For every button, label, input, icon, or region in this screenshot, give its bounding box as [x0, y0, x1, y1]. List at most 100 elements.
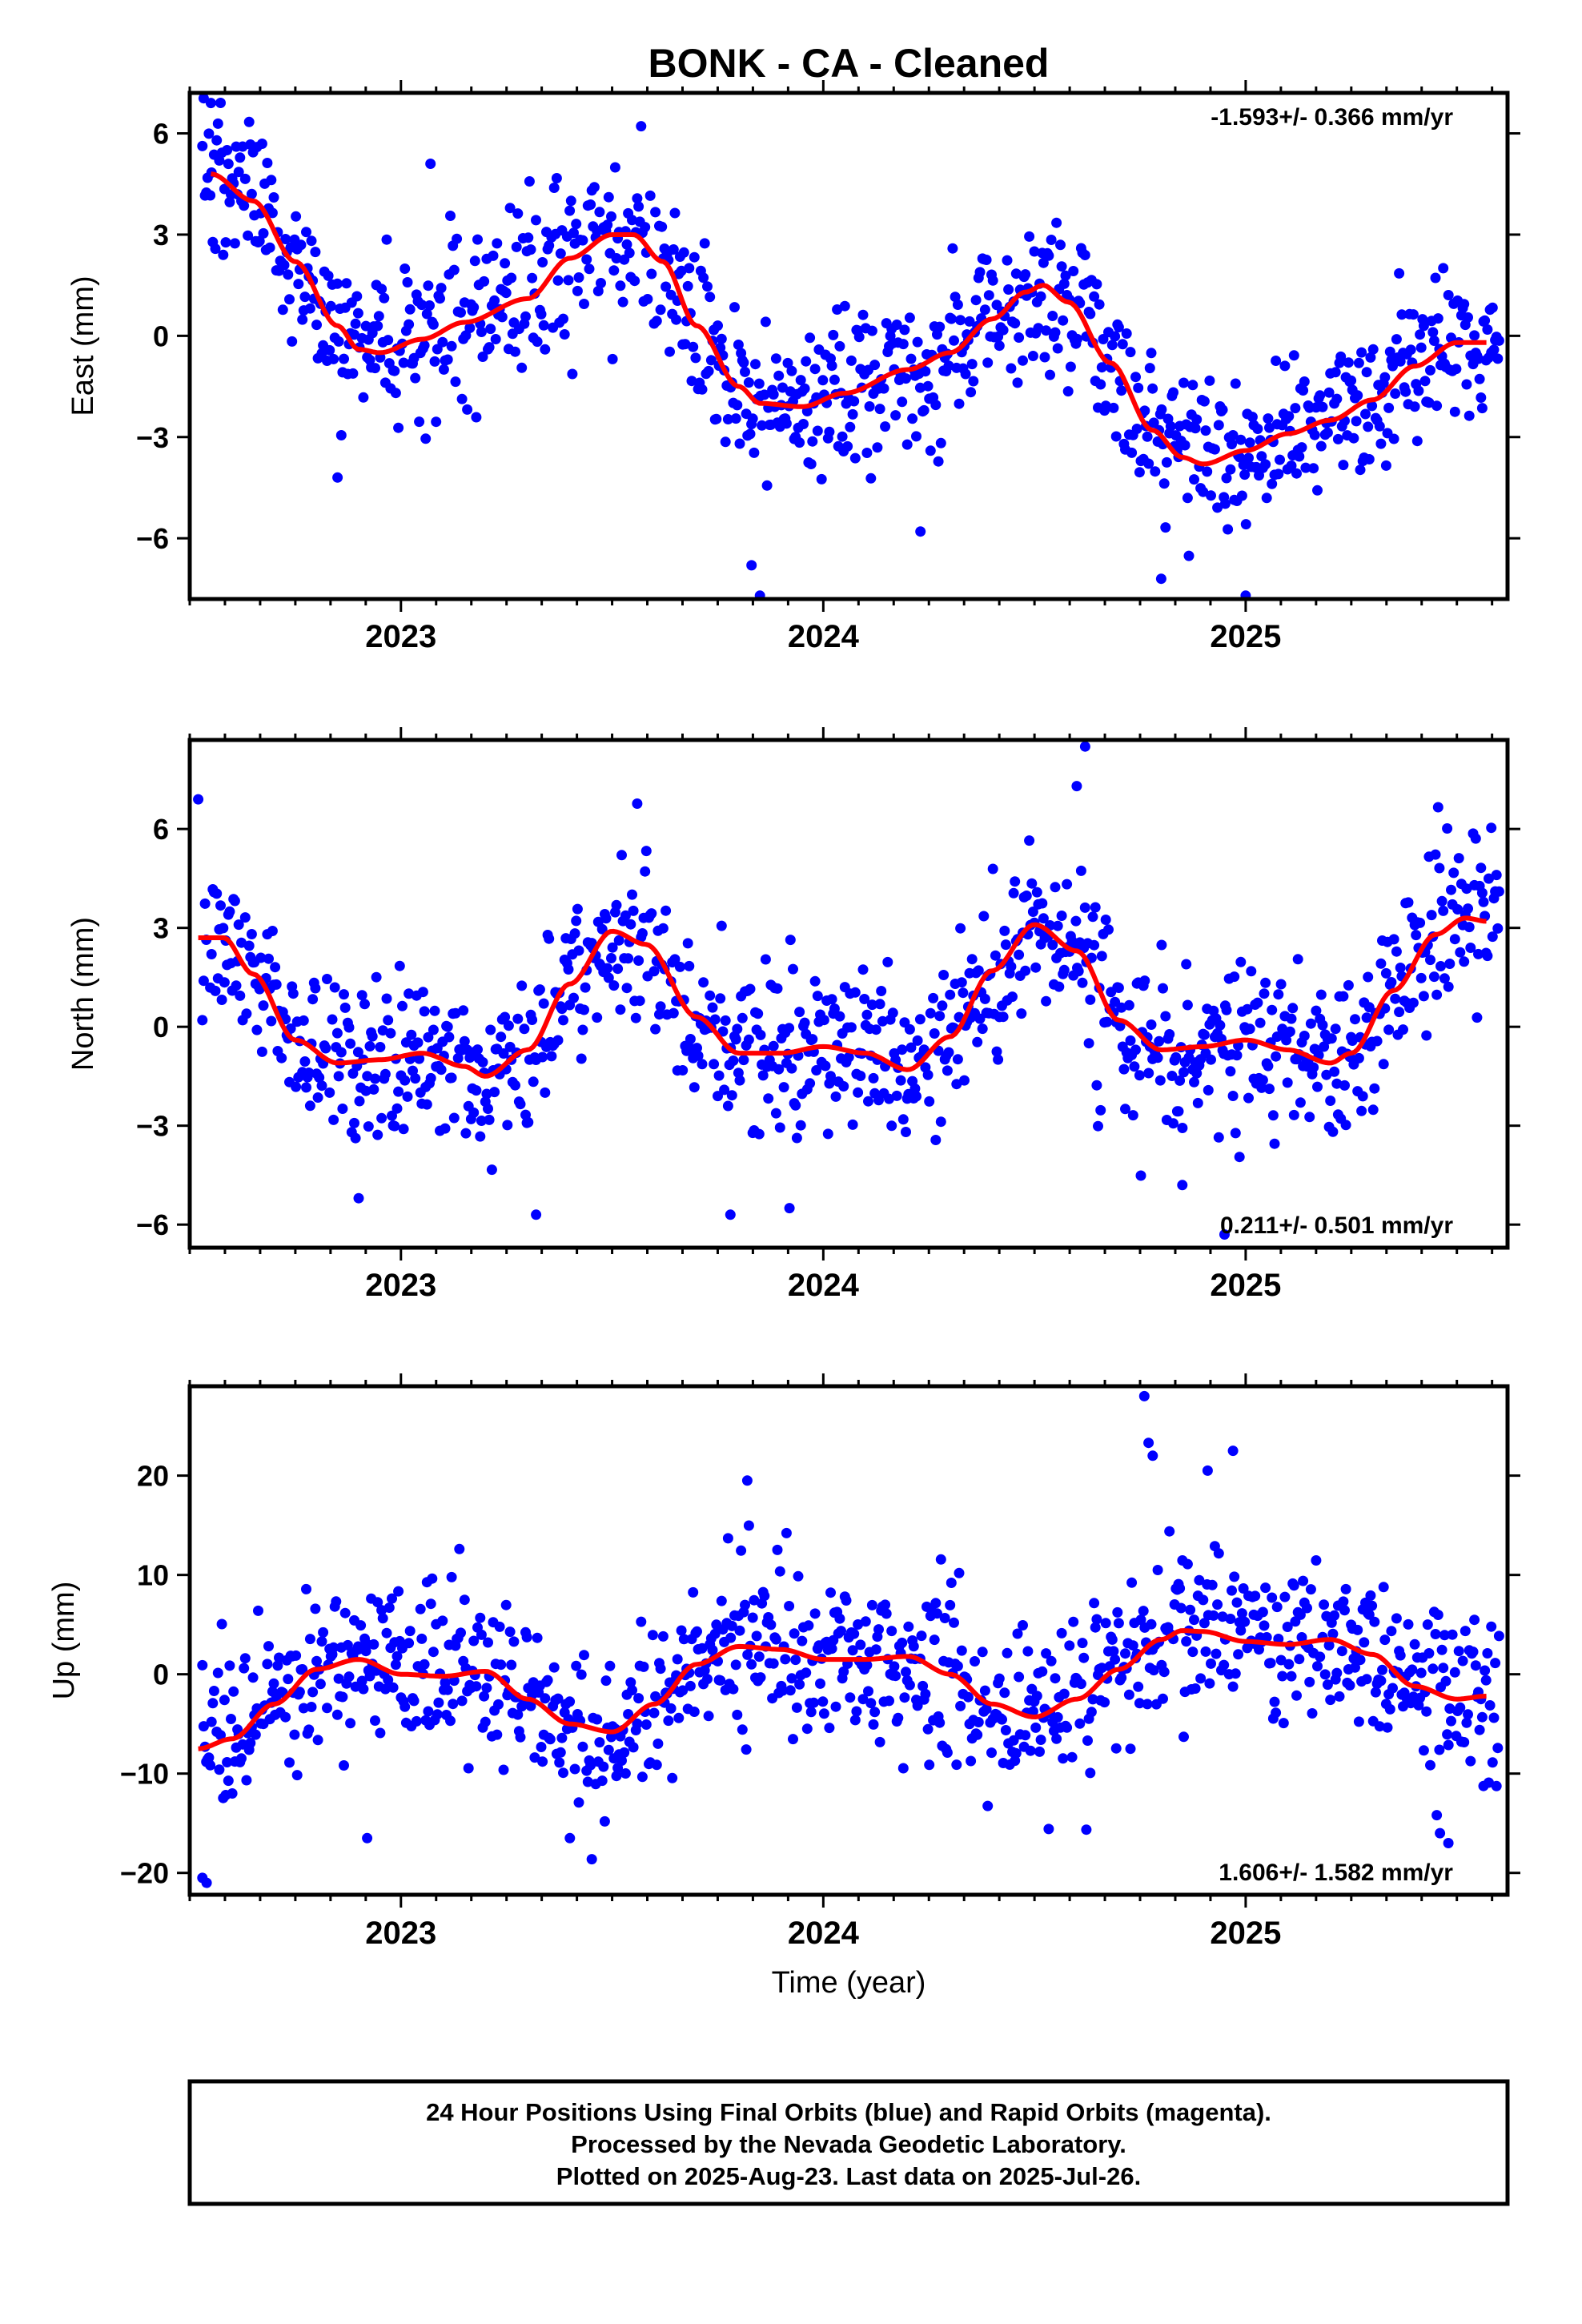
data-point [897, 1044, 908, 1055]
data-point [1286, 460, 1297, 471]
data-point [1367, 1600, 1378, 1611]
data-point [379, 292, 390, 304]
data-point [266, 1015, 277, 1027]
data-point [951, 1759, 962, 1771]
data-point [1110, 331, 1121, 342]
data-point [1405, 344, 1416, 356]
data-point [1484, 873, 1494, 884]
data-point [1361, 1674, 1372, 1685]
data-point [929, 1028, 940, 1039]
data-point [1469, 330, 1480, 341]
data-point [523, 232, 534, 243]
data-point [352, 308, 363, 319]
data-point [647, 1630, 658, 1641]
data-point [1395, 356, 1406, 367]
data-point [1043, 250, 1054, 261]
data-point [623, 953, 634, 964]
data-point [999, 925, 1010, 936]
data-point [1300, 462, 1311, 473]
data-point [1443, 290, 1454, 300]
data-point [1355, 464, 1366, 476]
data-point [983, 290, 994, 301]
data-point [1198, 486, 1209, 497]
data-point [1250, 1590, 1261, 1602]
data-point [834, 340, 845, 352]
data-point [1058, 1688, 1070, 1699]
data-point [1125, 1743, 1136, 1755]
data-point [1066, 1751, 1078, 1763]
data-point [705, 990, 716, 1001]
data-point [661, 281, 672, 292]
data-point [1199, 1618, 1210, 1629]
data-point [239, 200, 250, 211]
data-point [1464, 922, 1475, 933]
data-point [825, 1071, 836, 1082]
data-point [1212, 502, 1223, 513]
data-point [880, 421, 891, 432]
data-point [1269, 1696, 1280, 1707]
data-point [646, 908, 657, 919]
data-point [1444, 1703, 1456, 1714]
data-point [901, 373, 911, 384]
data-point [531, 215, 541, 226]
data-point [1206, 1658, 1216, 1669]
data-point [349, 329, 359, 340]
data-point [678, 1634, 689, 1645]
data-point [1487, 1757, 1498, 1768]
data-point [341, 278, 352, 289]
data-point [887, 1007, 898, 1019]
data-point [1446, 1715, 1456, 1727]
data-point [732, 1709, 743, 1720]
data-point [1443, 981, 1454, 992]
data-point [657, 923, 669, 934]
data-point [909, 1083, 921, 1094]
data-point [901, 1127, 911, 1137]
data-point [1240, 519, 1251, 530]
data-point [911, 431, 921, 442]
data-point [1396, 309, 1407, 320]
data-point [1121, 328, 1132, 339]
data-point [1407, 1664, 1418, 1675]
data-point [1139, 405, 1150, 416]
data-point [777, 382, 788, 393]
data-point [1058, 1753, 1069, 1764]
data-point [889, 1661, 900, 1672]
data-point [262, 1659, 273, 1670]
data-point [435, 293, 445, 304]
data-point [863, 1096, 873, 1107]
data-point [1267, 1592, 1278, 1603]
data-point-outlier [1240, 590, 1251, 599]
y-tick-label: 3 [153, 219, 169, 251]
data-point [738, 1055, 749, 1066]
data-point [717, 1026, 729, 1037]
data-point [874, 404, 885, 415]
data-point [697, 1059, 708, 1070]
data-point [1014, 332, 1025, 343]
data-point [1350, 1662, 1360, 1673]
data-point [1464, 410, 1475, 421]
data-point-outlier [1079, 741, 1090, 752]
data-point [1256, 451, 1267, 462]
data-point [1083, 1038, 1094, 1049]
data-point [730, 413, 741, 424]
data-point [558, 1015, 568, 1026]
data-point-outlier [1202, 1465, 1213, 1476]
data-point [1422, 1619, 1433, 1630]
data-point [1007, 991, 1018, 1003]
data-point [458, 1005, 469, 1016]
data-point [753, 1651, 765, 1663]
data-point [1480, 315, 1491, 326]
data-point [1158, 1693, 1168, 1704]
data-point [616, 1755, 627, 1766]
data-point [1394, 267, 1405, 279]
data-point [1449, 1667, 1460, 1678]
data-point [869, 1707, 881, 1718]
data-point [1484, 1777, 1494, 1788]
data-point [682, 280, 693, 292]
data-point [1123, 1689, 1134, 1700]
data-point [452, 233, 463, 244]
data-point [1487, 931, 1498, 943]
data-point [734, 1625, 745, 1636]
data-point [563, 275, 574, 286]
data-point [1227, 430, 1239, 440]
